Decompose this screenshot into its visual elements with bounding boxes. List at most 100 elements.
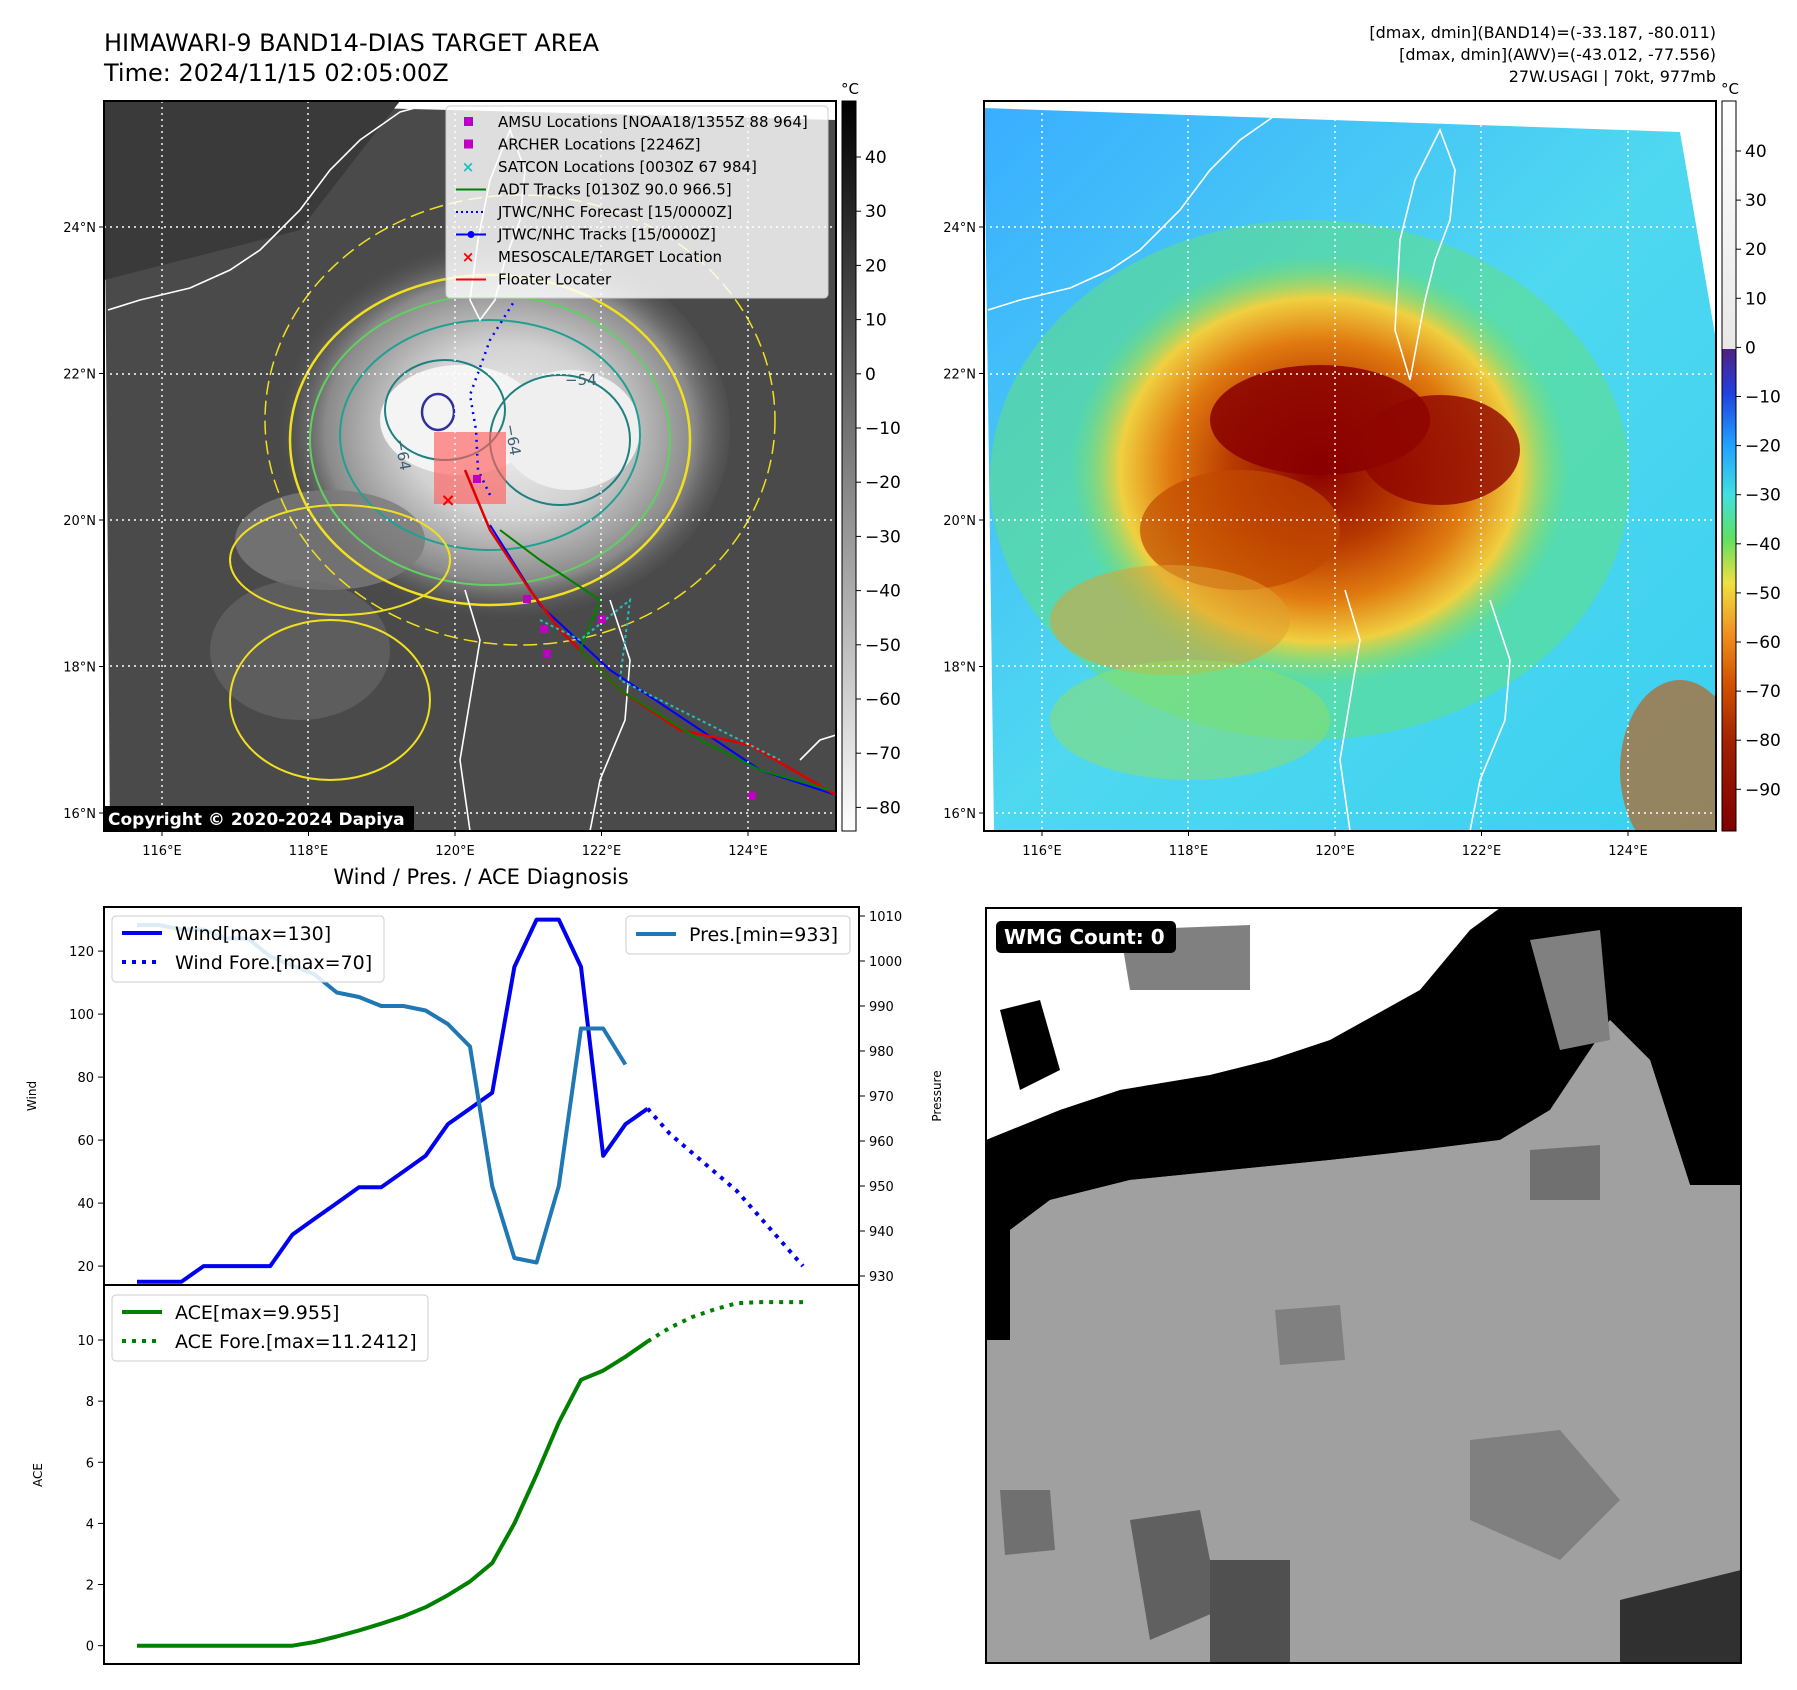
legend-marker-6: ×: [462, 248, 475, 266]
colorbar-tick-label: 0: [1745, 338, 1756, 358]
lon-tick-label: 120°E: [435, 844, 475, 859]
series-line-1: [646, 1107, 805, 1268]
wind-legend: Wind[max=130] Wind Fore.[max=70]: [111, 915, 385, 983]
lon-tick-label: 120°E: [1315, 844, 1355, 859]
colorbar-tick-label: −30: [865, 527, 901, 547]
map-legend: AMSU Locations [NOAA18/1355Z 88 964] ARCH…: [445, 105, 829, 299]
lon-tick-label: 118°E: [289, 844, 329, 859]
wmg-panel: WMG Count: 0: [985, 907, 1742, 1664]
colorbar-tick-label: −10: [865, 419, 901, 439]
ir-color-map: 116°E 118°E 120°E 122°E 124°E 24°N 22°N 20°N 18…: [943, 100, 1717, 859]
legend-wind-forecast: Wind Fore.[max=70]: [175, 952, 372, 974]
color-colorbar: °C 40 30 20 10 0 −10 −20 −30 −40 −50 −60 −70 −80 −90: [1721, 80, 1781, 832]
y-right-tick-label: 940: [869, 1225, 894, 1240]
y-tick-label: 0: [86, 1640, 94, 1655]
figure-time: Time: 2024/11/15 02:05:00Z: [103, 59, 449, 87]
colorbar-tick-label: 10: [865, 311, 887, 331]
pressure-legend: Pres.[min=933]: [625, 915, 851, 955]
colorbar-tick-label: 40: [1745, 142, 1767, 162]
ace-axis-label: ACE: [31, 1463, 45, 1487]
lon-tick-label: 124°E: [728, 844, 768, 859]
lon-tick-label: 124°E: [1608, 844, 1648, 859]
legend-label-4: JTWC/NHC Forecast [15/0000Z]: [497, 203, 732, 221]
ace-chart: ACE 0 2 4 6 8 10 ACE[max=9.955] ACE Fore.[max…: [31, 1284, 860, 1665]
legend-ace: ACE[max=9.955]: [175, 1302, 339, 1324]
legend-marker-0: [464, 117, 473, 126]
lat-tick-label: 18°N: [63, 661, 96, 676]
pressure-axis-label: Pressure: [930, 1070, 944, 1121]
legend-label-5: JTWC/NHC Tracks [15/0000Z]: [497, 226, 716, 244]
colorbar-tick-label: 0: [865, 365, 876, 385]
lon-tick-label: 116°E: [142, 844, 182, 859]
colorbar-tick-label: 30: [865, 202, 887, 222]
y-tick-label: 120: [69, 945, 94, 960]
colorbar-tick-label: −70: [1745, 682, 1781, 702]
y-right-tick-label: 950: [869, 1180, 894, 1195]
lat-tick-label: 24°N: [63, 221, 96, 236]
ir-grayscale-map: −54 −64 −64 ×: [63, 100, 837, 859]
legend-marker-1: [464, 139, 473, 149]
info-awv: [dmax, dmin](AWV)=(-43.012, -77.556): [1399, 45, 1716, 64]
y-right-tick-label: 970: [869, 1090, 894, 1105]
y-right-tick-label: 1000: [869, 955, 902, 970]
legend-marker-2: ×: [462, 158, 475, 176]
legend-ace-forecast: ACE Fore.[max=11.2412]: [175, 1331, 417, 1353]
colorbar-tick-label: −20: [865, 473, 901, 493]
colorbar-tick-label: −30: [1745, 486, 1781, 506]
colorbar-tick-label: 20: [1745, 240, 1767, 260]
grayscale-colorbar: °C 40 30 20 10 0 −10 −20 −30 −40 −50 −60 −70 −80: [841, 80, 901, 832]
lat-tick-label: 22°N: [943, 368, 976, 383]
lat-tick-label: 20°N: [63, 514, 96, 529]
colorbar-tick-label: −50: [1745, 584, 1781, 604]
legend-pressure: Pres.[min=933]: [689, 924, 838, 946]
wmg-count-label: WMG Count: 0: [1004, 925, 1165, 949]
diagnosis-title: Wind / Pres. / ACE Diagnosis: [333, 865, 628, 889]
y-right-tick-label: 1010: [869, 910, 902, 925]
legend-label-3: ADT Tracks [0130Z 90.0 966.5]: [498, 181, 732, 199]
contour-label-3: −64: [501, 423, 524, 457]
y-tick-label: 40: [77, 1197, 94, 1212]
legend-label-0: AMSU Locations [NOAA18/1355Z 88 964]: [498, 113, 808, 131]
colorbar-tick-label: −70: [865, 744, 901, 764]
wind-axis-label: Wind: [25, 1081, 39, 1111]
lat-tick-label: 18°N: [943, 661, 976, 676]
target-x-marker: ×: [440, 490, 455, 511]
colorbar-tick-label: −80: [1745, 731, 1781, 751]
legend-label-6: MESOSCALE/TARGET Location: [498, 248, 722, 266]
legend-label-1: ARCHER Locations [2246Z]: [498, 136, 701, 154]
contour-label-1: −54: [565, 371, 597, 389]
legend-label-7: Floater Locater: [498, 271, 612, 289]
y-tick-label: 80: [77, 1071, 94, 1086]
lon-tick-label: 122°E: [1462, 844, 1502, 859]
y-tick-label: 6: [86, 1456, 94, 1471]
legend-label-2: SATCON Locations [0030Z 67 984]: [498, 158, 757, 176]
copyright-text: Copyright © 2020-2024 Dapiya: [108, 810, 405, 830]
y-right-tick-label: 980: [869, 1045, 894, 1060]
series-line-0: [137, 917, 649, 1284]
colorbar-tick-label: −90: [1745, 780, 1781, 800]
lon-tick-label: 116°E: [1022, 844, 1062, 859]
colorbar-tick-label: −20: [1745, 437, 1781, 457]
series-line-0: [137, 1339, 649, 1648]
y-tick-label: 2: [86, 1579, 94, 1594]
lat-tick-label: 20°N: [943, 514, 976, 529]
y-right-tick-label: 990: [869, 1000, 894, 1015]
colorbar-unit-left: °C: [841, 80, 859, 98]
series-line-1: [646, 1300, 803, 1344]
lon-tick-label: 122°E: [582, 844, 622, 859]
info-band14: [dmax, dmin](BAND14)=(-33.187, -80.011): [1369, 23, 1716, 42]
y-tick-label: 20: [77, 1260, 94, 1275]
colorbar-tick-label: −80: [865, 798, 901, 818]
y-tick-label: 10: [77, 1334, 94, 1349]
colorbar-tick-label: −10: [1745, 388, 1781, 408]
colorbar-tick-label: −40: [1745, 535, 1781, 555]
y-tick-label: 100: [69, 1008, 94, 1023]
lat-tick-label: 22°N: [63, 368, 96, 383]
lat-tick-label: 16°N: [63, 807, 96, 822]
y-tick-label: 8: [86, 1395, 94, 1410]
y-tick-label: 4: [86, 1517, 94, 1532]
y-right-tick-label: 960: [869, 1135, 894, 1150]
info-storm: 27W.USAGI | 70kt, 977mb: [1509, 67, 1716, 86]
lat-tick-label: 16°N: [943, 807, 976, 822]
contour-label-2: −64: [391, 438, 414, 472]
